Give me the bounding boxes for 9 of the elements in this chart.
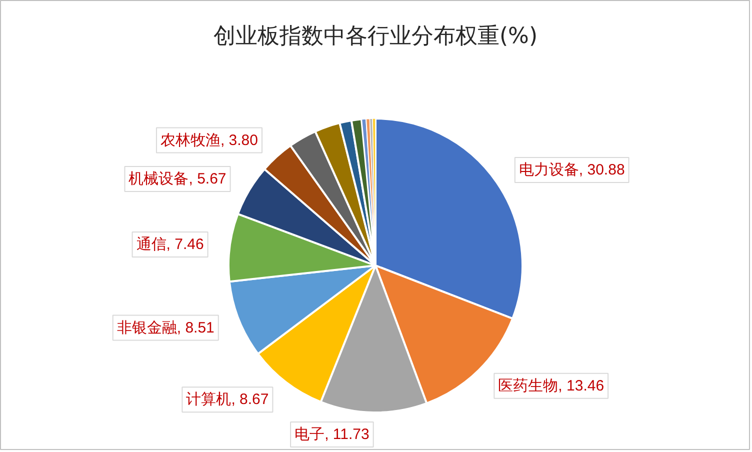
slice-label: 非银金融, 8.51 <box>116 319 214 336</box>
slice-label: 机械设备, 5.67 <box>128 170 226 188</box>
slice-label: 计算机, 8.67 <box>186 391 269 408</box>
chart-title: 创业板指数中各行业分布权重(%) <box>213 24 538 49</box>
slice-label: 医药生物, 13.46 <box>498 377 604 394</box>
slice-label: 电子, 11.73 <box>294 426 370 443</box>
slice-label: 农林牧渔, 3.80 <box>160 132 258 149</box>
slice-label: 电力设备, 30.88 <box>518 161 625 178</box>
slice-label: 通信, 7.46 <box>136 236 204 254</box>
